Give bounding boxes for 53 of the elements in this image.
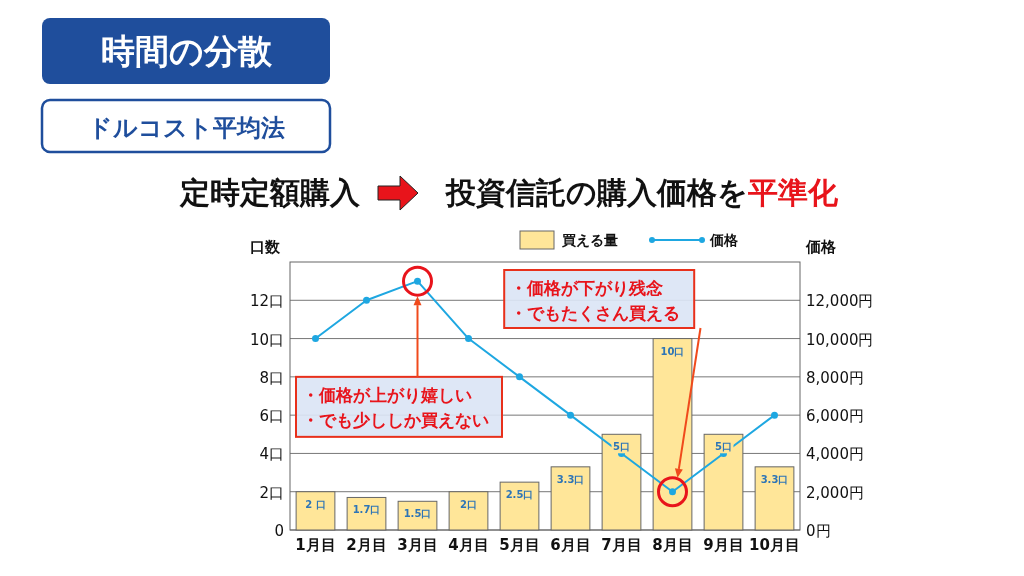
data-label: 2.5口 <box>505 489 534 501</box>
y-tick-label: 8口 <box>259 368 284 387</box>
data-label: 1.5口 <box>403 508 432 520</box>
y2-tick-label: 0円 <box>806 522 831 540</box>
y2-tick-label: 12,000円 <box>806 292 874 311</box>
text: 平準化 <box>747 175 839 210</box>
y2-tick-label: 2,000円 <box>806 483 864 502</box>
data-label: 1.7口 <box>352 504 381 516</box>
x-tick-label: 4月目 <box>448 536 489 554</box>
legend-label: 価格 <box>709 232 739 248</box>
chart-title: 時間の分散 <box>100 31 273 71</box>
data-label: 5口 <box>715 441 732 453</box>
y-tick-label: 6口 <box>259 407 284 426</box>
x-tick-label: 3月目 <box>397 536 438 554</box>
annotation: ・価格が上がり嬉しい <box>302 384 472 405</box>
text: 投資信託の購入価格を <box>445 175 748 210</box>
y-tick-label: 0 <box>274 522 284 540</box>
y2-tick-label: 8,000円 <box>806 368 864 387</box>
y-axis-title: 口数 <box>250 238 281 256</box>
data-label: 3.3口 <box>556 473 585 485</box>
data-label: 2口 <box>460 498 477 510</box>
x-tick-label: 10月目 <box>749 536 800 554</box>
x-tick-label: 5月目 <box>499 536 540 554</box>
chart-subtitle: ドルコスト平均法 <box>87 114 285 142</box>
point <box>363 296 370 304</box>
y-tick-label: 12口 <box>249 292 284 311</box>
y2-tick-label: 4,000円 <box>806 445 864 464</box>
x-tick-label: 2月目 <box>346 536 387 554</box>
x-tick-label: 6月目 <box>550 536 591 554</box>
y2-tick-label: 10,000円 <box>806 330 874 349</box>
point <box>312 335 319 343</box>
data-label: 3.3口 <box>760 473 789 485</box>
x-tick-label: 9月目 <box>703 536 744 554</box>
point <box>465 335 472 343</box>
data-label: 10口 <box>660 345 685 357</box>
annotation: ・でも少ししか買えない <box>302 409 489 430</box>
x-tick-label: 7月目 <box>601 536 642 554</box>
annotation: ・価格が下がり残念 <box>510 278 664 298</box>
x-tick-label: 1月目 <box>295 536 336 554</box>
data-label: 2 口 <box>305 498 326 510</box>
text: 定時定額購入 <box>179 175 361 210</box>
x-tick-label: 8月目 <box>652 536 693 554</box>
y2-axis-title: 価格 <box>805 238 837 256</box>
annotation: ・でもたくさん買える <box>510 303 681 323</box>
y2-tick-label: 6,000円 <box>806 407 864 426</box>
y-tick-label: 4口 <box>259 445 284 464</box>
data-label: 5口 <box>613 441 630 453</box>
y-tick-label: 10口 <box>249 330 284 349</box>
legend-label: 買える量 <box>561 232 618 248</box>
y-tick-label: 2口 <box>259 483 284 502</box>
point <box>516 373 523 381</box>
point <box>771 411 778 419</box>
point <box>567 411 574 419</box>
